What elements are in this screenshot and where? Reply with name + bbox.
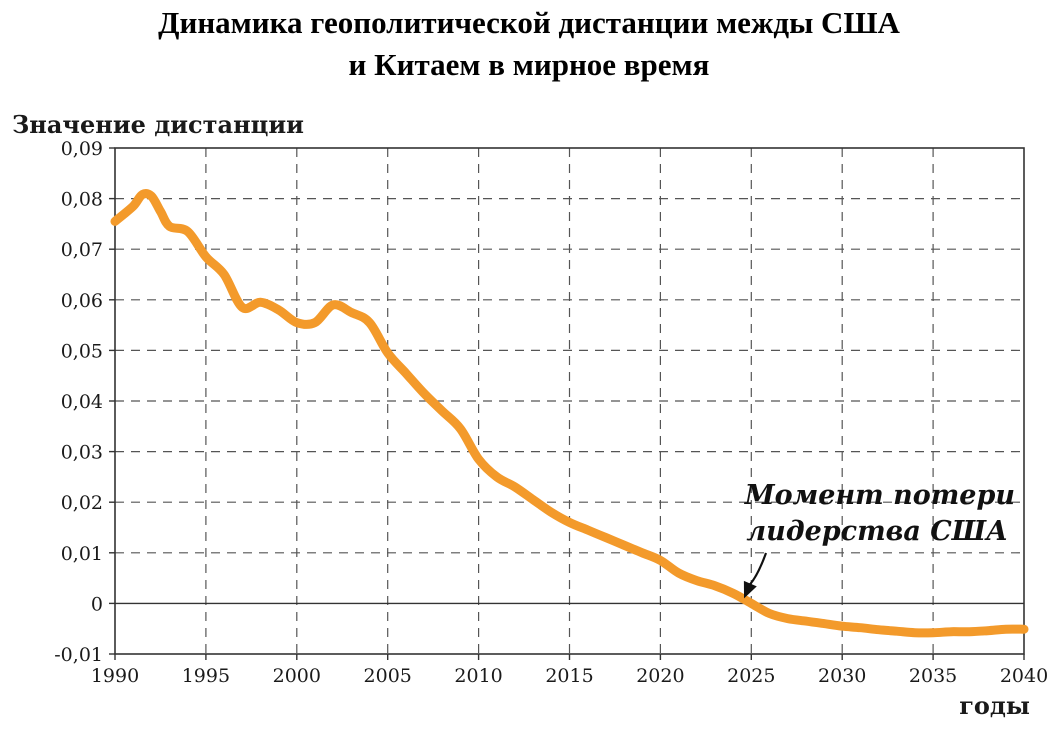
x-tick-label: 1990 — [91, 665, 139, 687]
chart-title: Динамика геополитической дистанции межды… — [0, 2, 1058, 86]
chart-title-line-2: и Китаем в мирное время — [348, 47, 710, 82]
x-tick-label: 2015 — [545, 665, 593, 687]
series-line — [110, 189, 1029, 638]
x-tick-label: 2025 — [727, 665, 775, 687]
annotation-line-2: лидерства США — [746, 516, 1008, 547]
x-tick-label: 2020 — [636, 665, 684, 687]
x-axis-ticks: 1990 1995 2000 2005 2010 2015 2020 2025 2030 2035… — [91, 654, 1048, 687]
y-tick-label: 0,03 — [61, 442, 103, 464]
y-tick-label: 0,04 — [61, 391, 103, 413]
y-axis-ticks: -0,01 0 0,01 0,02 0,03 0,04 0,05 0,06 0,07 0,08 0,… — [54, 138, 115, 666]
y-tick-label: 0,08 — [61, 189, 103, 211]
y-tick-label: 0,01 — [61, 543, 103, 565]
annotation-line-1: Момент потери — [744, 480, 1015, 511]
series-layer — [110, 189, 1029, 638]
x-tick-label: 1995 — [182, 665, 230, 687]
annotation: Момент потери лидерства США — [743, 480, 1015, 599]
annotation-arrowhead — [743, 580, 757, 599]
y-tick-label: 0,07 — [61, 239, 103, 261]
x-tick-label: 2040 — [1000, 665, 1048, 687]
y-axis-label: Значение дистанции — [12, 110, 304, 139]
y-tick-label: 0 — [91, 593, 103, 615]
x-tick-label: 2010 — [454, 665, 502, 687]
x-tick-label: 2030 — [818, 665, 866, 687]
y-tick-label: -0,01 — [54, 644, 103, 666]
x-axis-label: годы — [959, 691, 1030, 720]
y-tick-label: 0,09 — [61, 138, 103, 160]
y-tick-label: 0,02 — [61, 492, 103, 514]
y-tick-label: 0,05 — [61, 340, 103, 362]
x-tick-label: 2005 — [364, 665, 412, 687]
x-tick-label: 2035 — [909, 665, 957, 687]
grid — [115, 148, 1024, 654]
chart-title-line-1: Динамика геополитической дистанции межды… — [158, 5, 900, 40]
x-tick-label: 2000 — [273, 665, 321, 687]
y-tick-label: 0,06 — [61, 290, 103, 312]
annotation-arrow — [749, 552, 768, 586]
